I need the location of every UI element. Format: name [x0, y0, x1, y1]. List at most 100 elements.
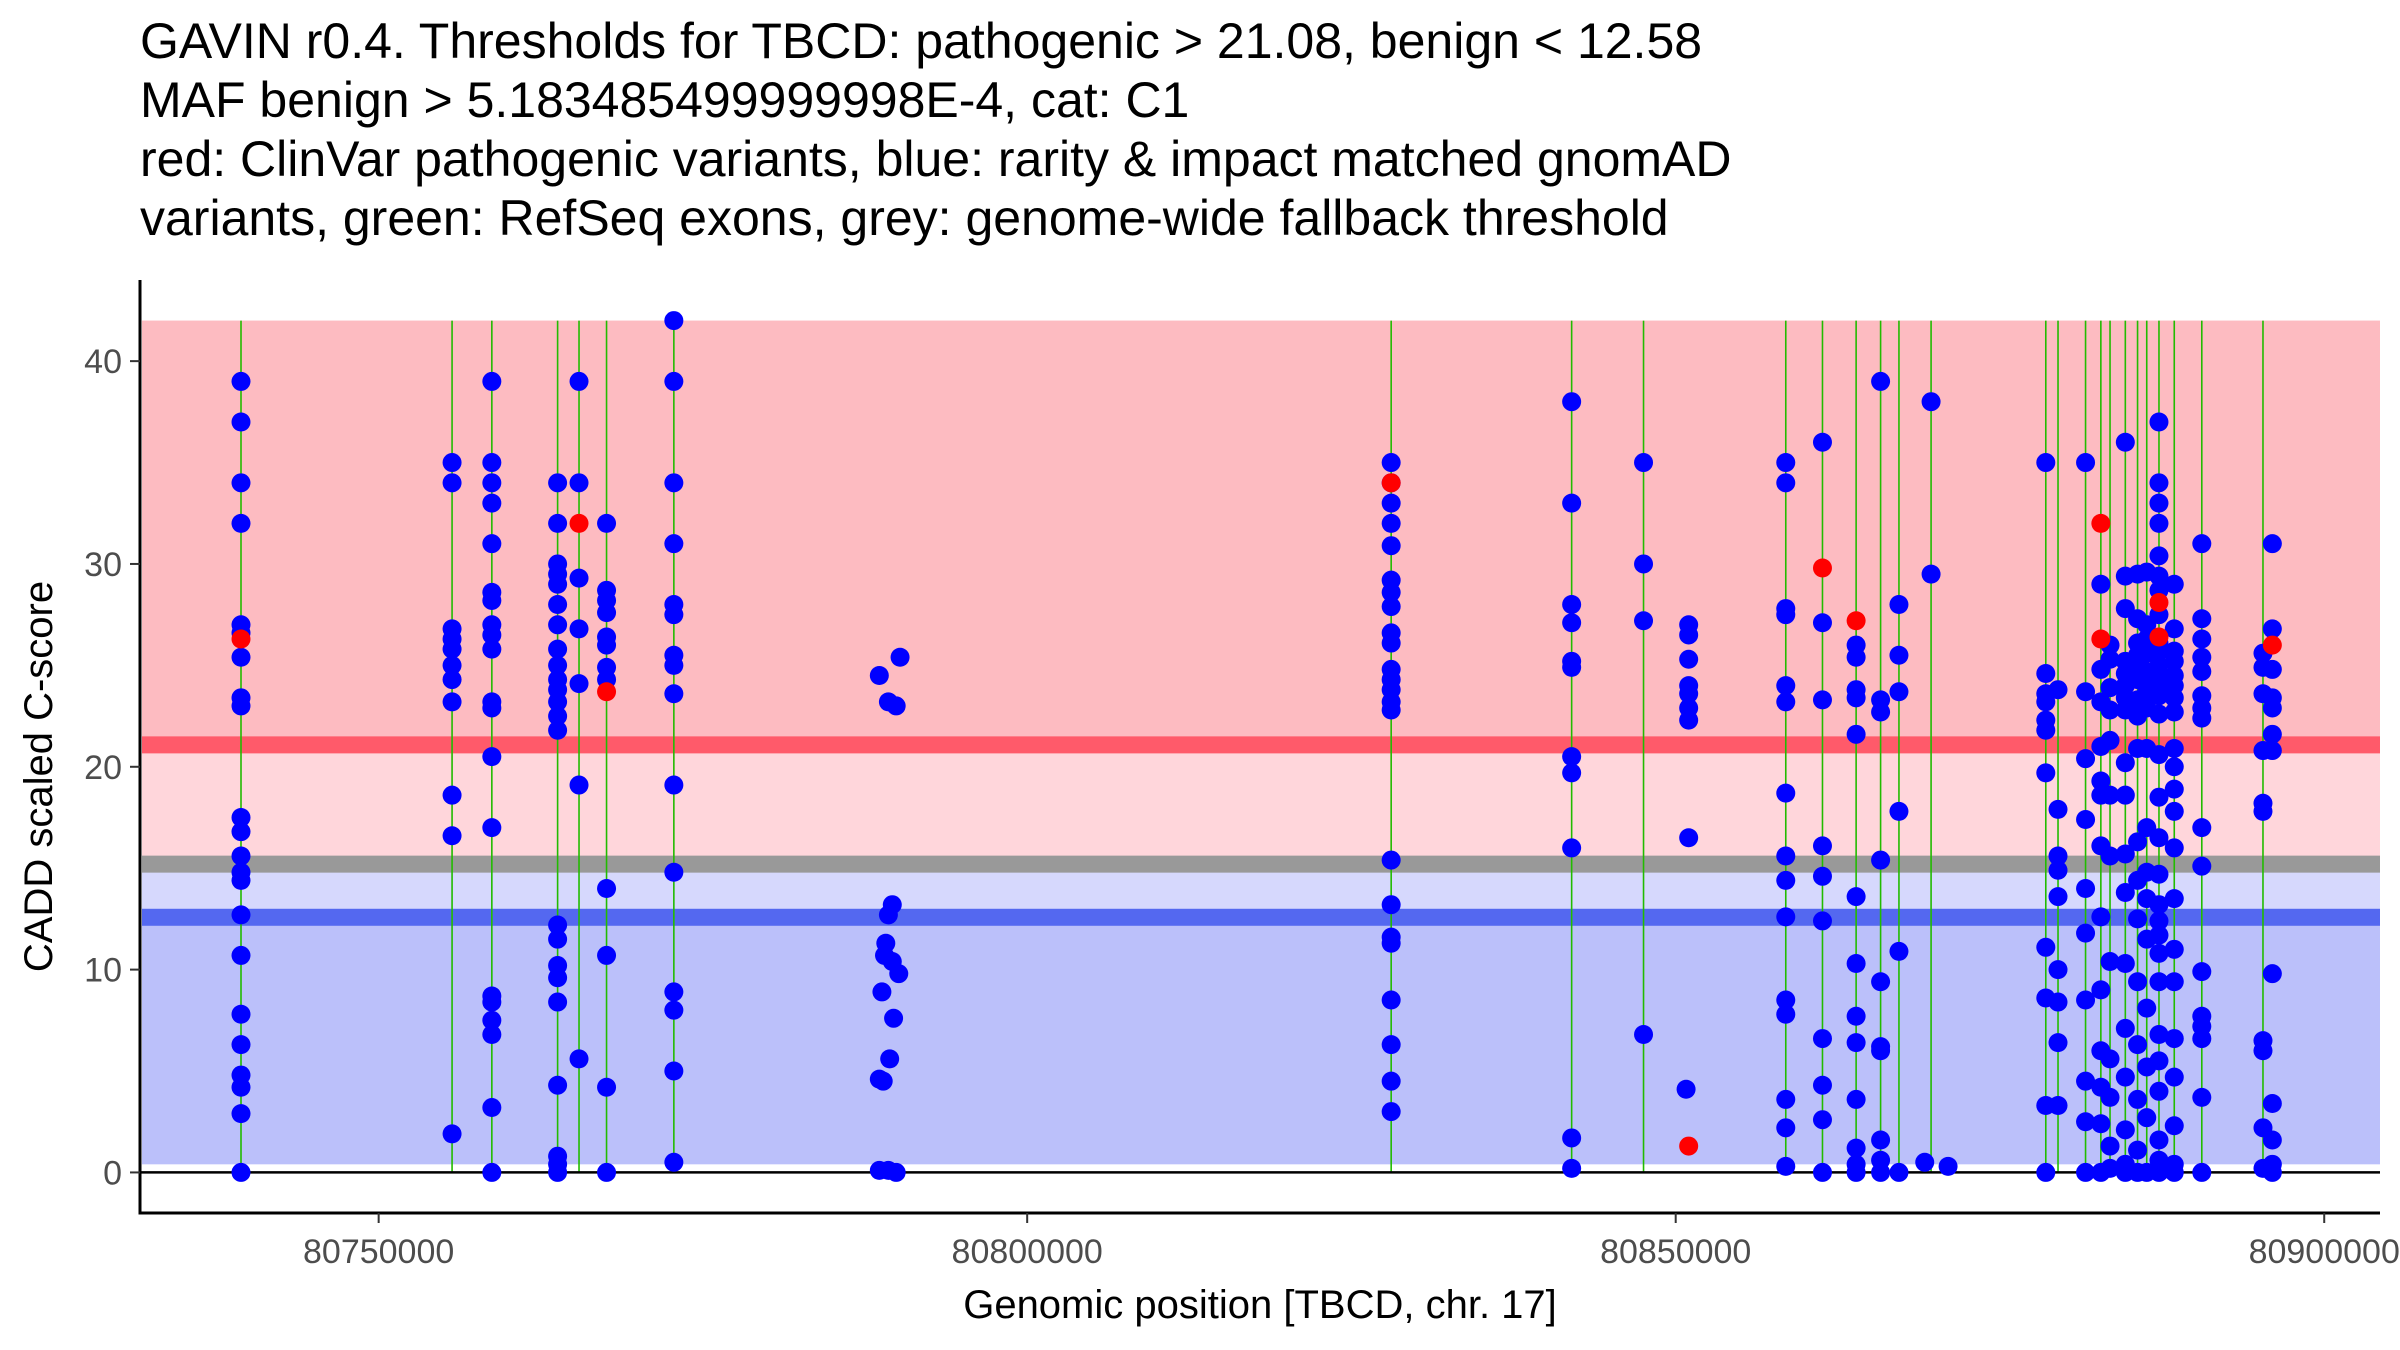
gnomad-point	[2192, 609, 2212, 629]
gnomad-point	[2149, 925, 2169, 945]
gnomad-point	[2164, 838, 2184, 858]
gnomad-point	[2164, 1116, 2184, 1136]
gnomad-point	[2164, 574, 2184, 594]
gnomad-point	[1634, 611, 1654, 631]
gnomad-point	[231, 513, 251, 533]
gnomad-point	[2048, 860, 2068, 880]
gnomad-point	[442, 655, 462, 675]
gnomad-point	[2149, 1051, 2169, 1071]
gnomad-point	[482, 747, 502, 767]
chart-title: GAVIN r0.4. Thresholds for TBCD: pathoge…	[140, 12, 1731, 248]
gnomad-point	[231, 473, 251, 493]
gnomad-point	[1776, 846, 1796, 866]
gnomad-point	[2149, 864, 2169, 884]
gnomad-point	[890, 647, 910, 667]
gnomad-point	[664, 982, 684, 1002]
gnomad-point	[2164, 1029, 2184, 1049]
gnomad-point	[2149, 745, 2169, 765]
gnomad-point	[1776, 990, 1796, 1010]
gnomad-point	[2115, 954, 2135, 974]
gnomad-point	[2192, 1087, 2212, 1107]
gnomad-point	[1889, 682, 1909, 702]
gnomad-point	[1634, 1025, 1654, 1045]
gnomad-point	[548, 929, 568, 949]
gnomad-point	[1381, 582, 1401, 602]
gnomad-point	[1846, 724, 1866, 744]
gnomad-point	[2164, 1162, 2184, 1182]
threshold-band-genome-wide-fallback	[142, 855, 2380, 873]
data-points	[231, 311, 2282, 1182]
gnomad-point	[548, 574, 568, 594]
gnomad-point	[482, 625, 502, 645]
gnomad-point	[664, 655, 684, 675]
x-tick-label: 80800000	[952, 1233, 1103, 1271]
gnomad-point	[231, 647, 251, 667]
gnomad-point	[1812, 1110, 1832, 1130]
x-tick-label: 80850000	[1600, 1233, 1751, 1271]
benign-region	[142, 917, 2380, 1165]
gnomad-point	[873, 1071, 893, 1091]
gnomad-point	[889, 964, 909, 984]
gnomad-point	[597, 603, 617, 623]
gnomad-point	[2164, 801, 2184, 821]
gnomad-point	[2192, 661, 2212, 681]
gnomad-point	[2036, 663, 2056, 683]
gnomad-point	[597, 878, 617, 898]
gnomad-point	[1812, 911, 1832, 931]
gnomad-point	[1812, 1162, 1832, 1182]
gnomad-point	[442, 639, 462, 659]
gnomad-point	[1679, 625, 1699, 645]
gnomad-point	[664, 1152, 684, 1172]
gnomad-point	[1871, 702, 1891, 722]
gnomad-point	[1921, 564, 1941, 584]
gnomad-point	[482, 992, 502, 1012]
gnomad-point	[482, 453, 502, 473]
gnomad-point	[2262, 964, 2282, 984]
gnomad-point	[2076, 1112, 2096, 1132]
gnomad-point	[2048, 992, 2068, 1012]
gnomad-point	[2149, 828, 2169, 848]
gnomad-point	[231, 945, 251, 965]
gnomad-point	[1562, 613, 1582, 633]
gnomad-point	[1889, 595, 1909, 615]
gnomad-point	[1634, 453, 1654, 473]
gnomad-point	[442, 826, 462, 846]
gnomad-point	[1776, 605, 1796, 625]
gnomad-point	[548, 968, 568, 988]
gnomad-point	[1679, 649, 1699, 669]
gnomad-point	[2128, 832, 2148, 852]
gnomad-point	[2076, 453, 2096, 473]
gnomad-point	[1871, 371, 1891, 391]
gnomad-point	[548, 915, 568, 935]
gnomad-point	[482, 1098, 502, 1118]
gnomad-point	[2076, 810, 2096, 830]
gnomad-point	[569, 674, 589, 694]
gnomad-point	[2149, 641, 2169, 661]
gnomad-point	[1871, 850, 1891, 870]
gnomad-point	[2128, 1140, 2148, 1160]
gnomad-point	[2164, 939, 2184, 959]
gnomad-point	[2149, 686, 2169, 706]
gnomad-point	[2128, 909, 2148, 929]
gnomad-point	[2262, 1162, 2282, 1182]
gnomad-point	[2036, 453, 2056, 473]
gnomad-point	[231, 1162, 251, 1182]
gnomad-point	[1562, 493, 1582, 513]
gnomad-point	[231, 696, 251, 716]
gnomad-point	[482, 534, 502, 554]
x-ticks: 80750000 80800000 80850000 80900000	[303, 1213, 2400, 1271]
y-ticks: 0 10 20 30 40	[84, 343, 140, 1192]
gnomad-point	[2149, 911, 2169, 931]
gnomad-point	[2262, 741, 2282, 761]
gnomad-point	[569, 1049, 589, 1069]
gnomad-point	[569, 775, 589, 795]
gnomad-point	[2076, 749, 2096, 769]
gnomad-point	[2048, 887, 2068, 907]
gnomad-point	[2100, 951, 2120, 971]
gnomad-point	[2036, 937, 2056, 957]
gnomad-point	[886, 1162, 906, 1182]
gnomad-point	[1846, 954, 1866, 974]
gnomad-point	[2164, 972, 2184, 992]
gnomad-point	[2164, 1067, 2184, 1087]
gnomad-point	[1889, 941, 1909, 961]
